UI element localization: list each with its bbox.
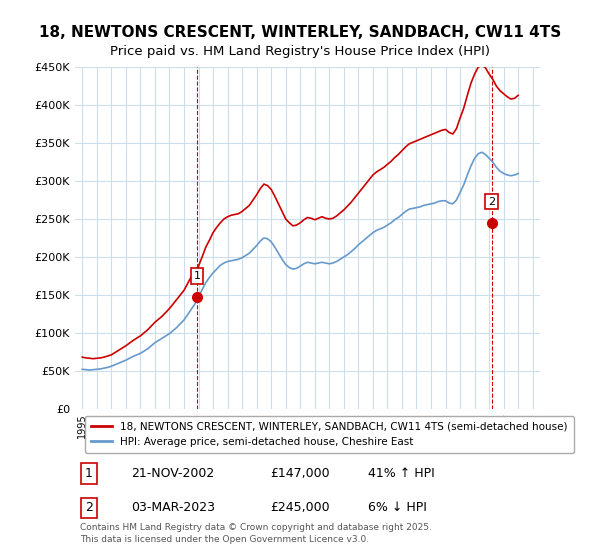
- Text: 1: 1: [194, 271, 200, 281]
- Text: £245,000: £245,000: [270, 501, 330, 515]
- Text: 03-MAR-2023: 03-MAR-2023: [131, 501, 215, 515]
- Text: 1: 1: [85, 467, 93, 480]
- Text: Price paid vs. HM Land Registry's House Price Index (HPI): Price paid vs. HM Land Registry's House …: [110, 45, 490, 58]
- Text: Contains HM Land Registry data © Crown copyright and database right 2025.
This d: Contains HM Land Registry data © Crown c…: [80, 523, 431, 544]
- Legend: 18, NEWTONS CRESCENT, WINTERLEY, SANDBACH, CW11 4TS (semi-detached house), HPI: : 18, NEWTONS CRESCENT, WINTERLEY, SANDBAC…: [85, 416, 574, 453]
- Text: 21-NOV-2002: 21-NOV-2002: [131, 467, 214, 480]
- Text: £147,000: £147,000: [270, 467, 330, 480]
- Text: 2: 2: [488, 197, 495, 207]
- Text: 2: 2: [85, 501, 93, 515]
- Text: 41% ↑ HPI: 41% ↑ HPI: [368, 467, 434, 480]
- Text: 6% ↓ HPI: 6% ↓ HPI: [368, 501, 427, 515]
- Text: 18, NEWTONS CRESCENT, WINTERLEY, SANDBACH, CW11 4TS: 18, NEWTONS CRESCENT, WINTERLEY, SANDBAC…: [39, 25, 561, 40]
